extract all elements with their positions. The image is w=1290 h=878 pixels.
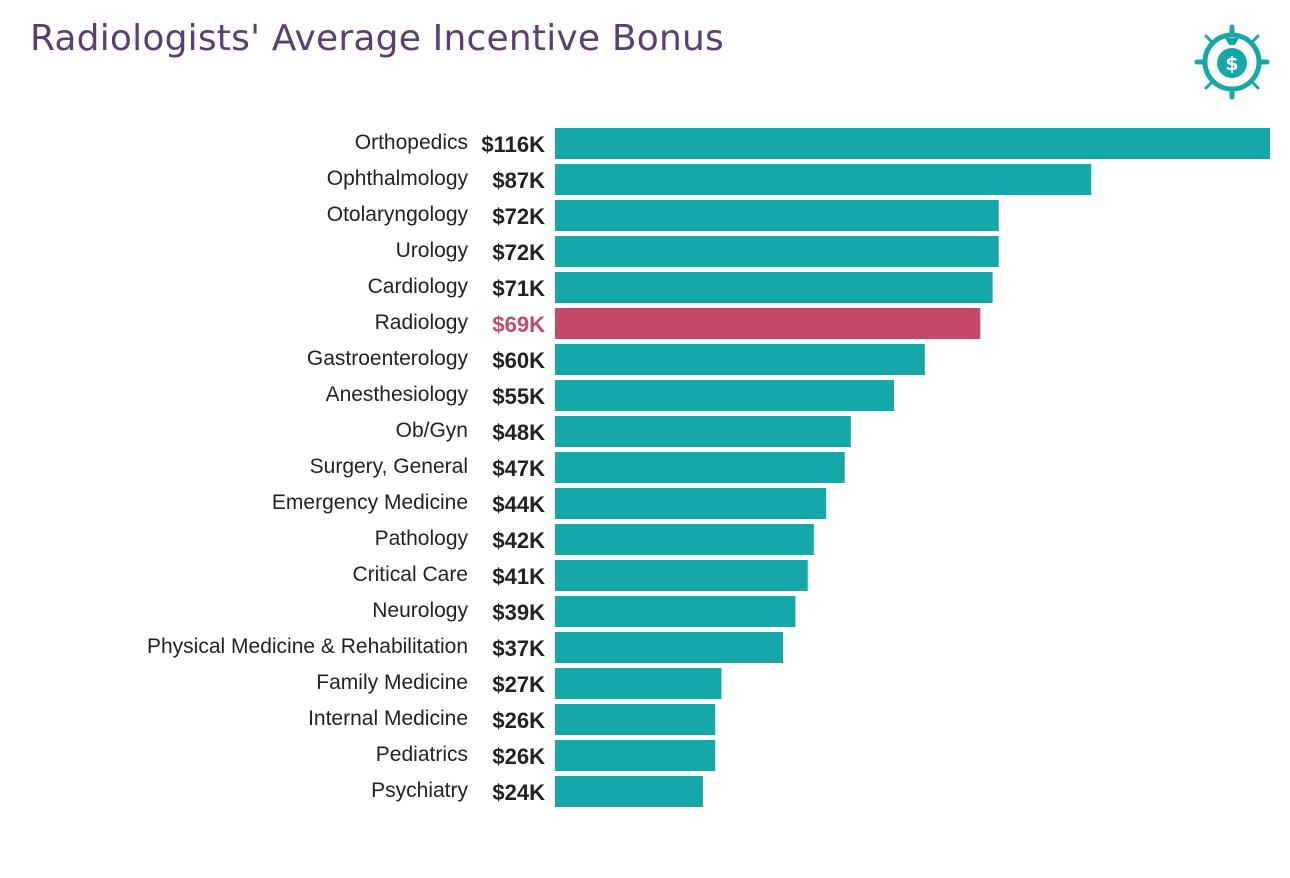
value-label-gastroenterology: $60K	[492, 348, 545, 373]
value-label-urology: $72K	[492, 240, 545, 265]
category-label-ophthalmology: Ophthalmology	[327, 167, 469, 190]
bar-radiology	[555, 308, 981, 339]
category-label-physical-medicine-rehabilitation: Physical Medicine & Rehabilitation	[147, 635, 468, 658]
category-label-psychiatry: Psychiatry	[371, 779, 468, 802]
value-label-orthopedics: $116K	[481, 132, 545, 157]
value-label-cardiology: $71K	[492, 276, 545, 301]
value-label-neurology: $39K	[492, 600, 545, 625]
bar-internal-medicine	[555, 704, 716, 735]
value-label-emergency-medicine: $44K	[492, 492, 545, 517]
value-label-physical-medicine-rehabilitation: $37K	[492, 636, 545, 661]
category-label-pediatrics: Pediatrics	[376, 743, 468, 766]
bar-critical-care	[555, 560, 808, 591]
category-label-urology: Urology	[396, 239, 469, 262]
category-label-critical-care: Critical Care	[352, 563, 468, 586]
category-label-emergency-medicine: Emergency Medicine	[272, 491, 468, 514]
value-label-psychiatry: $24K	[492, 780, 545, 805]
category-label-cardiology: Cardiology	[368, 275, 469, 298]
bar-emergency-medicine	[555, 488, 827, 519]
bar-otolaryngology	[555, 200, 999, 231]
svg-text:$: $	[1225, 53, 1238, 75]
category-label-family-medicine: Family Medicine	[316, 671, 468, 694]
value-label-anesthesiology: $55K	[492, 384, 545, 409]
value-label-family-medicine: $27K	[492, 672, 545, 697]
bar-pediatrics	[555, 740, 716, 771]
bar-pathology	[555, 524, 814, 555]
value-label-pediatrics: $26K	[492, 744, 545, 769]
category-label-orthopedics: Orthopedics	[355, 131, 468, 154]
category-label-gastroenterology: Gastroenterology	[307, 347, 469, 370]
value-label-pathology: $42K	[492, 528, 545, 553]
bar-ob-gyn	[555, 416, 851, 447]
category-label-surgery-general: Surgery, General	[310, 455, 468, 478]
value-label-ophthalmology: $87K	[492, 168, 545, 193]
bar-urology	[555, 236, 999, 267]
money-bag-target-icon: $	[1194, 24, 1270, 100]
category-label-radiology: Radiology	[375, 311, 469, 334]
category-label-pathology: Pathology	[375, 527, 469, 550]
value-label-ob-gyn: $48K	[492, 420, 545, 445]
value-label-internal-medicine: $26K	[492, 708, 545, 733]
value-label-critical-care: $41K	[492, 564, 545, 589]
bar-psychiatry	[555, 776, 703, 807]
bar-neurology	[555, 596, 796, 627]
bar-cardiology	[555, 272, 993, 303]
chart-title: Radiologists' Average Incentive Bonus	[30, 18, 725, 59]
category-label-neurology: Neurology	[372, 599, 468, 622]
value-label-otolaryngology: $72K	[492, 204, 545, 229]
value-label-surgery-general: $47K	[492, 456, 545, 481]
bar-anesthesiology	[555, 380, 895, 411]
category-label-internal-medicine: Internal Medicine	[308, 707, 468, 730]
bar-ophthalmology	[555, 164, 1092, 195]
category-label-anesthesiology: Anesthesiology	[326, 383, 469, 406]
bar-physical-medicine-rehabilitation	[555, 632, 784, 663]
bar-orthopedics	[555, 128, 1270, 159]
bar-surgery-general	[555, 452, 845, 483]
category-label-otolaryngology: Otolaryngology	[327, 203, 469, 226]
value-label-radiology: $69K	[492, 312, 545, 337]
bar-gastroenterology	[555, 344, 925, 375]
bar-family-medicine	[555, 668, 722, 699]
category-label-ob-gyn: Ob/Gyn	[396, 419, 468, 442]
